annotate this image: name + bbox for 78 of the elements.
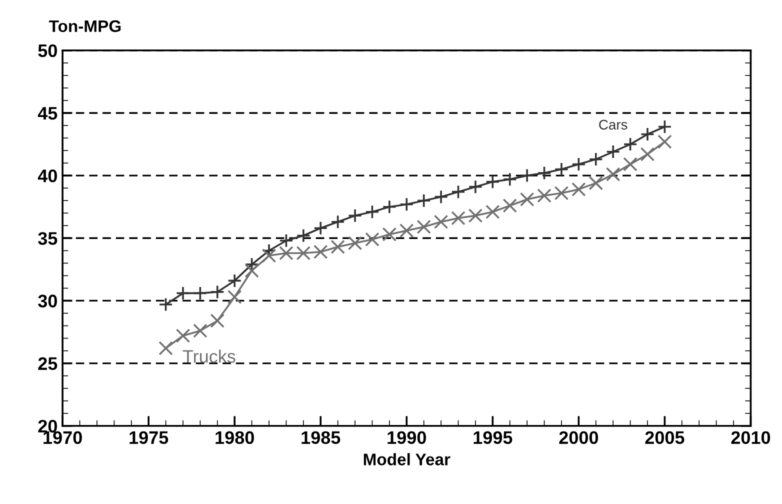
- x-tick-label: 1980: [216, 431, 254, 444]
- series-label: Cars: [599, 120, 628, 130]
- y-axis-title: Ton-MPG: [48, 20, 121, 32]
- x-tick-label: 1995: [474, 431, 512, 444]
- point: [434, 190, 448, 204]
- point: [588, 176, 604, 190]
- point: [176, 328, 190, 343]
- point: [158, 297, 173, 312]
- x-tick-label: 1985: [302, 431, 340, 444]
- point: [296, 228, 311, 243]
- point: [468, 180, 483, 194]
- point: [486, 174, 500, 189]
- point: [640, 147, 655, 162]
- point: [416, 220, 431, 234]
- point: [279, 233, 294, 248]
- point: [520, 168, 534, 183]
- y-tick-label: 40: [38, 169, 57, 182]
- point: [537, 188, 552, 203]
- point: [210, 314, 225, 328]
- point: [382, 227, 397, 242]
- point: [365, 232, 380, 247]
- point: [572, 157, 586, 172]
- point: [451, 210, 466, 226]
- point: [451, 184, 466, 199]
- point: [244, 264, 259, 278]
- point: [399, 197, 414, 212]
- x-tick-label: 2010: [731, 431, 770, 444]
- point: [434, 214, 448, 230]
- y-tick-label: 45: [38, 107, 58, 120]
- point: [158, 341, 173, 356]
- point: [227, 290, 242, 304]
- point: [227, 274, 242, 288]
- point: [468, 208, 483, 223]
- x-tick-label: 1975: [130, 431, 168, 444]
- y-tick-label: 20: [38, 420, 57, 433]
- point: [279, 246, 294, 260]
- point: [210, 284, 225, 300]
- point: [520, 192, 534, 206]
- point: [330, 240, 345, 254]
- point: [416, 193, 431, 208]
- point: [313, 244, 328, 260]
- point: [658, 120, 672, 134]
- point: [502, 198, 518, 213]
- y-tick-label: 25: [38, 357, 58, 370]
- point: [572, 182, 586, 196]
- x-tick-label: 1970: [44, 431, 82, 444]
- x-axis-title: Model Year: [364, 453, 450, 466]
- point: [606, 144, 620, 159]
- point: [486, 204, 500, 220]
- point: [382, 200, 397, 214]
- point: [348, 236, 362, 250]
- point: [640, 127, 655, 142]
- point: [365, 204, 380, 220]
- point: [330, 214, 345, 230]
- series-label: Trucks: [182, 350, 236, 363]
- y-tick-label: 30: [38, 294, 57, 308]
- point: [313, 220, 328, 236]
- point: [623, 157, 638, 172]
- x-tick-label: 2000: [559, 431, 598, 444]
- point: [193, 324, 208, 338]
- point: [176, 286, 190, 300]
- point: [554, 186, 569, 200]
- y-tick-label: 35: [38, 232, 58, 245]
- point: [606, 167, 620, 182]
- point: [588, 152, 604, 166]
- point: [658, 134, 672, 149]
- y-tick-label: 50: [38, 44, 57, 58]
- point: [262, 248, 276, 263]
- point: [193, 286, 208, 300]
- point: [348, 208, 362, 223]
- x-tick-label: 2005: [645, 431, 684, 444]
- point: [537, 166, 552, 180]
- point: [554, 162, 569, 176]
- point: [623, 137, 638, 152]
- point: [296, 246, 311, 260]
- x-tick-label: 1990: [388, 431, 426, 444]
- point: [399, 223, 414, 238]
- point: [502, 172, 518, 186]
